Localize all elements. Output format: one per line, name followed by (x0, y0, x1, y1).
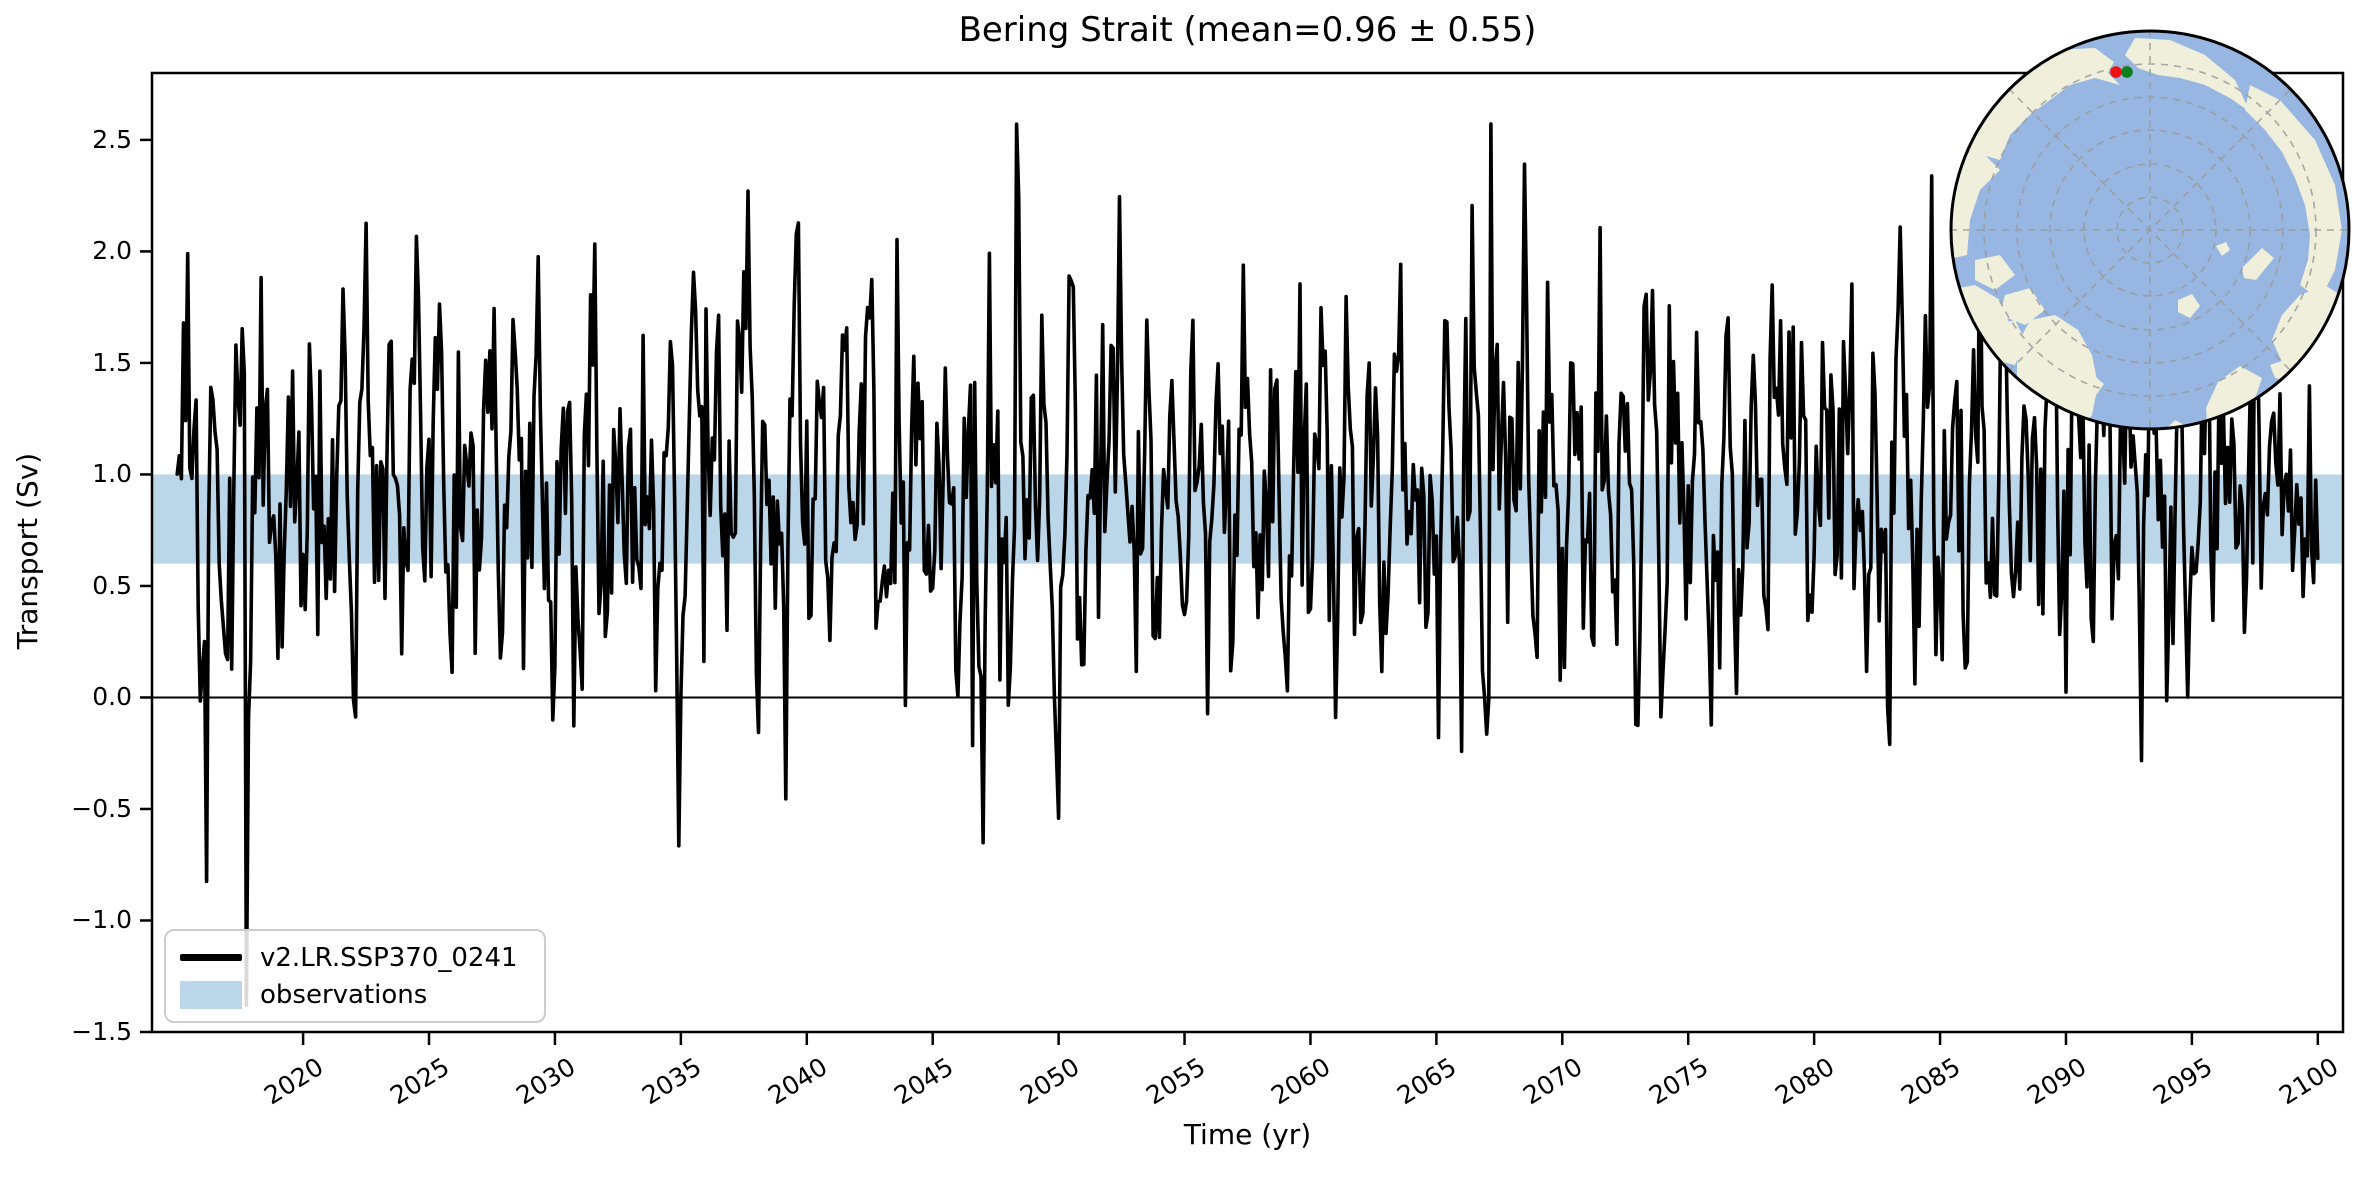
legend-patch-sample (180, 980, 242, 1009)
marker-red-dot (2110, 66, 2122, 78)
map-border-circle (1949, 29, 2351, 431)
inset-polar-map (1949, 29, 2351, 431)
y-tick-label: 1.0 (92, 459, 132, 489)
legend-entry-observations: observations (180, 980, 530, 1010)
land-iceland (2068, 372, 2104, 398)
tick-marks (140, 138, 2320, 1045)
x-axis-title: Time (yr) (1183, 1118, 1312, 1151)
axes-spines (150, 71, 2345, 1034)
chart-title: Bering Strait (mean=0.96 ± 0.55) (958, 10, 1537, 50)
y-tick-label: −1.0 (71, 905, 132, 935)
y-tick-label: 0.0 (92, 682, 132, 712)
timeseries-line (175, 122, 2320, 1007)
y-tick-label: −0.5 (71, 793, 132, 823)
land-chukotka (2125, 38, 2250, 112)
map-graticule (1951, 31, 2349, 429)
y-tick-label: −1.5 (71, 1017, 132, 1046)
land-siberia-east (2245, 85, 2342, 300)
y-tick-label: 0.5 (92, 570, 132, 600)
legend-box: v2.LR.SSP370_0241 observations (164, 929, 546, 1023)
land-canadian-island-2 (2000, 288, 2045, 325)
marker-green-dot (2121, 66, 2133, 78)
land-canadian-island-1 (1975, 255, 2015, 290)
y-tick-label: 1.5 (92, 347, 132, 377)
land-franz-josef (2216, 242, 2230, 256)
legend-entry-model: v2.LR.SSP370_0241 (180, 943, 530, 973)
observations-band (152, 474, 2343, 564)
legend-label-observations: observations (260, 979, 428, 1010)
legend-line-sample (180, 954, 242, 961)
land-svalbard (2178, 294, 2200, 318)
y-tick-label: 2.5 (92, 124, 132, 154)
y-tick-label: 2.0 (92, 236, 132, 266)
land-baffin (1988, 320, 2025, 365)
land-novaya-zemlya (2242, 248, 2274, 280)
legend-label-model: v2.LR.SSP370_0241 (260, 942, 518, 973)
